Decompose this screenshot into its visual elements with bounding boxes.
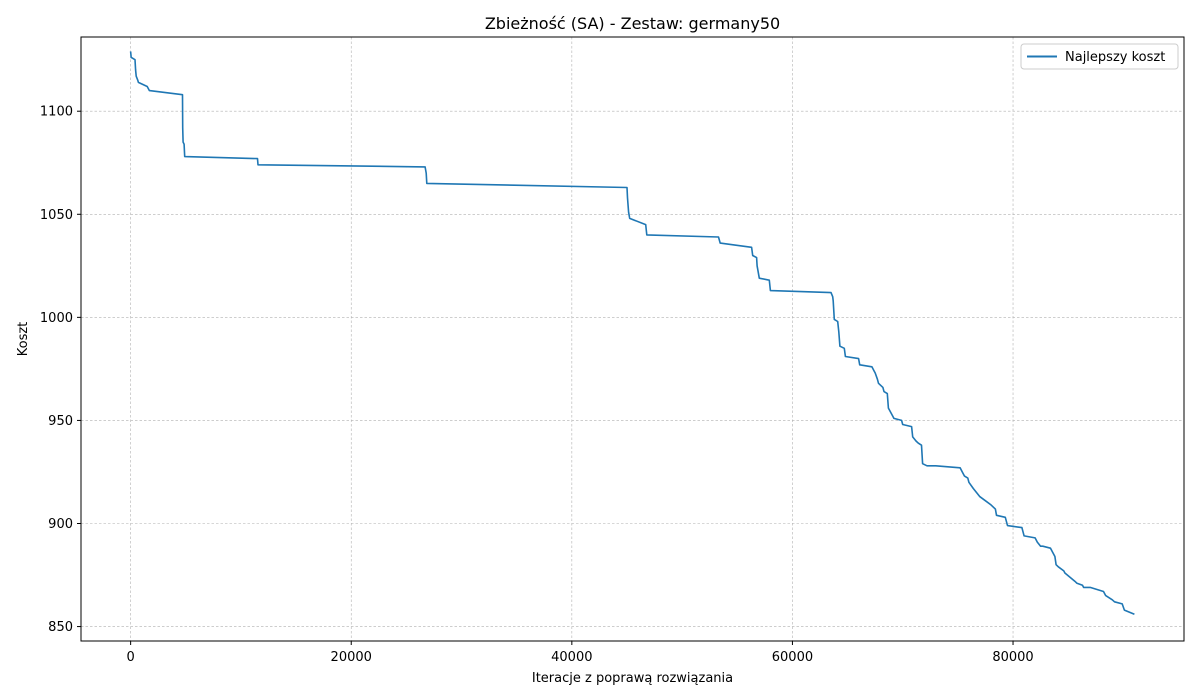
y-tick-label: 1100: [40, 105, 73, 120]
y-tick-label: 1050: [40, 208, 73, 223]
y-axis-label: Koszt: [16, 322, 31, 357]
chart-title: Zbieżność (SA) - Zestaw: germany50: [485, 14, 780, 33]
x-axis-label: Iteracje z poprawą rozwiązania: [532, 671, 733, 686]
x-tick-label: 0: [126, 650, 134, 665]
y-tick-label: 950: [48, 414, 73, 429]
x-tick-label: 80000: [992, 650, 1033, 665]
y-tick-label: 900: [48, 517, 73, 532]
grid-lines: [81, 37, 1184, 641]
y-tick-label: 850: [48, 620, 73, 635]
y-tick-label: 1000: [40, 311, 73, 326]
x-tick-label: 60000: [772, 650, 813, 665]
legend-box: [1020, 43, 1179, 70]
legend-label: Najlepszy koszt: [1065, 50, 1165, 65]
y-axis-ticks: 850 900 950 1000 1050 1100: [40, 105, 81, 635]
series-line-najlepszy-koszt: [129, 51, 1135, 615]
series-layer: [129, 51, 1135, 615]
legend: Najlepszy koszt: [1020, 43, 1179, 70]
x-tick-label: 20000: [331, 650, 372, 665]
x-tick-label: 40000: [551, 650, 592, 665]
plot-frame: [80, 36, 1185, 642]
x-axis-ticks: 0 20000 40000 60000 80000: [126, 641, 1034, 665]
